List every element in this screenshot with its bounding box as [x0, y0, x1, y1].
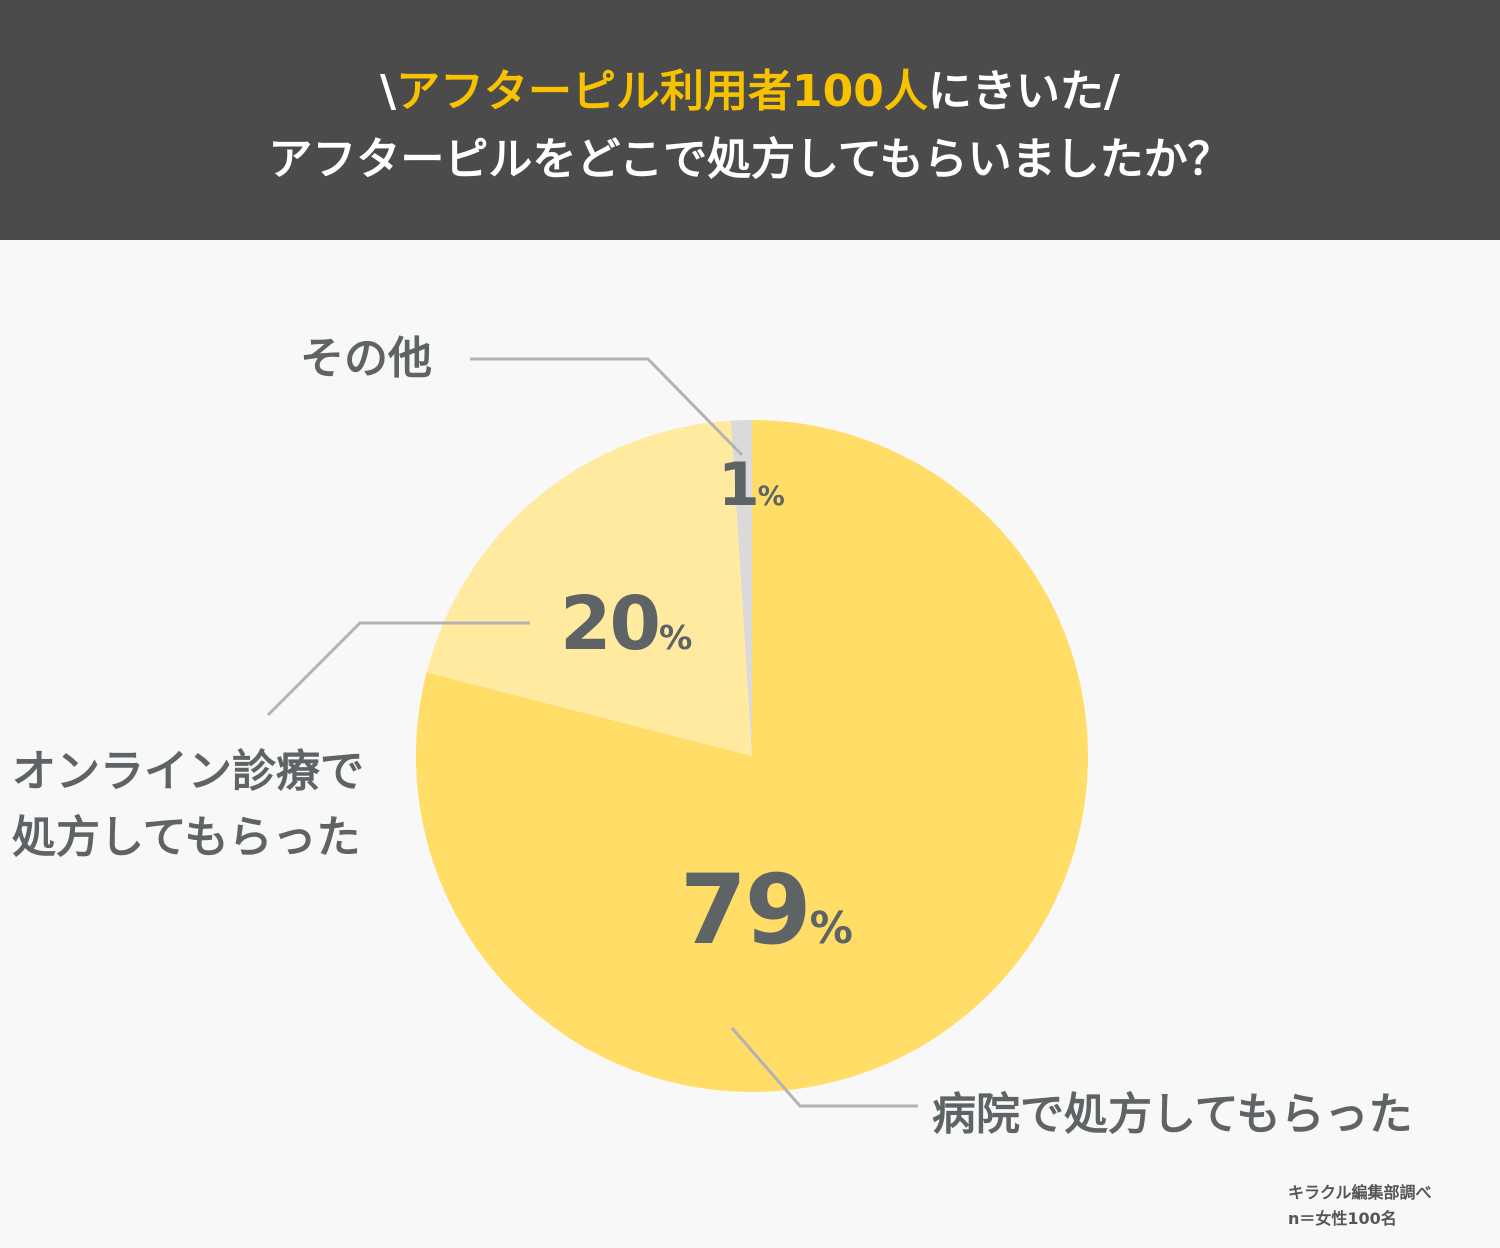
- value-label-other: 1%: [718, 450, 785, 532]
- label-online-line-1: オンライン診療で: [12, 746, 364, 797]
- leader-line-other: [470, 357, 744, 457]
- value-label-online: 20%: [560, 584, 692, 678]
- leader-line-online: [266, 621, 530, 717]
- pie-chart: [266, 357, 1089, 1108]
- title-line-2: アフターピルをどこで処方してもらいましたか？: [268, 134, 1232, 185]
- credit-line-1: キラクル編集部調べ: [1288, 1183, 1432, 1202]
- value-other: 1: [718, 450, 760, 520]
- title-backslash: \: [379, 66, 397, 117]
- value-label-hospital: 79%: [680, 860, 853, 979]
- leader-line-hospital: [730, 1027, 918, 1108]
- source-credit: キラクル編集部調べ n＝女性100名: [1288, 1180, 1432, 1232]
- title-line-1: \アフターピル利用者100人にきいた/: [0, 64, 1500, 120]
- title-highlight: アフターピル利用者100人: [396, 66, 928, 117]
- unit-online: %: [658, 618, 693, 657]
- value-online: 20: [560, 581, 661, 667]
- label-online-line-2: 処方してもらった: [12, 812, 361, 863]
- pie-slice-hospital: [416, 420, 1089, 1092]
- pie-slice-other: [730, 420, 752, 756]
- title-line-1-rest: にきいた/: [927, 66, 1120, 117]
- unit-other: %: [757, 481, 785, 512]
- value-hospital: 79: [680, 854, 812, 966]
- pie-slice-online: [426, 420, 752, 756]
- label-hospital: 病院で処方してもらった: [932, 1089, 1413, 1140]
- unit-hospital: %: [809, 904, 853, 954]
- label-other: その他: [300, 333, 432, 384]
- credit-line-2: n＝女性100名: [1288, 1209, 1397, 1228]
- header-banner: \アフターピル利用者100人にきいた/ アフターピルをどこで処方してもらいました…: [0, 0, 1500, 240]
